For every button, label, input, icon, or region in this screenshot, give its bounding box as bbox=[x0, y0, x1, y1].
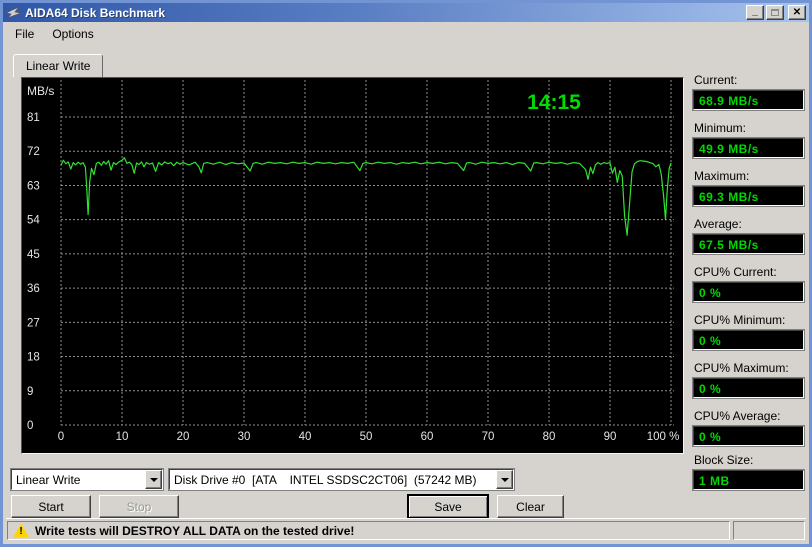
start-button[interactable]: Start bbox=[11, 495, 91, 518]
stat-label: CPU% Current: bbox=[694, 265, 777, 279]
stat-label: Maximum: bbox=[694, 169, 750, 183]
svg-text:45: 45 bbox=[27, 249, 40, 261]
svg-text:50: 50 bbox=[360, 431, 373, 443]
status-warning-text: Write tests will DESTROY ALL DATA on the… bbox=[35, 523, 355, 538]
tab-linear-write[interactable]: Linear Write bbox=[13, 54, 104, 77]
status-bar: ! Write tests will DESTROY ALL DATA on t… bbox=[6, 518, 806, 541]
stat-label: CPU% Average: bbox=[694, 409, 781, 423]
svg-text:40: 40 bbox=[299, 431, 312, 443]
svg-text:70: 70 bbox=[482, 431, 495, 443]
svg-text:0: 0 bbox=[27, 420, 33, 432]
svg-text:18: 18 bbox=[27, 352, 40, 364]
stat-cpu-minimum: CPU% Minimum: 0 % bbox=[693, 313, 804, 350]
clear-button[interactable]: Clear bbox=[497, 495, 564, 518]
stat-value: 1 MB bbox=[693, 470, 804, 490]
title-bar: AIDA64 Disk Benchmark _ ✕ bbox=[3, 3, 809, 22]
svg-text:80: 80 bbox=[543, 431, 556, 443]
status-grip-pane bbox=[733, 521, 805, 540]
stat-value: 69.3 MB/s bbox=[693, 186, 804, 206]
stat-cpu-average: CPU% Average: 0 % bbox=[693, 409, 804, 446]
stat-cpu-current: CPU% Current: 0 % bbox=[693, 265, 804, 302]
stat-average: Average: 67.5 MB/s bbox=[693, 217, 804, 254]
svg-text:100 %: 100 % bbox=[647, 431, 680, 443]
svg-text:9: 9 bbox=[27, 386, 33, 398]
svg-text:MB/s: MB/s bbox=[27, 84, 54, 98]
svg-text:90: 90 bbox=[604, 431, 617, 443]
stat-minimum: Minimum: 49.9 MB/s bbox=[693, 121, 804, 158]
benchmark-chart: 81 72 63 54 45 36 27 18 9 0 0 10 20 30 40 50 60 70 80 90 100… bbox=[21, 77, 684, 454]
warning-icon: ! bbox=[13, 523, 29, 538]
stat-value: 67.5 MB/s bbox=[693, 234, 804, 254]
stat-maximum: Maximum: 69.3 MB/s bbox=[693, 169, 804, 206]
svg-text:0: 0 bbox=[58, 431, 64, 443]
svg-text:54: 54 bbox=[27, 215, 40, 227]
chevron-down-icon[interactable] bbox=[496, 470, 513, 489]
test-type-combobox[interactable]: Linear Write bbox=[11, 469, 163, 490]
svg-text:36: 36 bbox=[27, 283, 40, 295]
stat-label: CPU% Minimum: bbox=[694, 313, 786, 327]
stat-label: Minimum: bbox=[694, 121, 747, 135]
stat-cpu-maximum: CPU% Maximum: 0 % bbox=[693, 361, 804, 398]
stat-value: 0 % bbox=[693, 330, 804, 350]
test-type-value: Linear Write bbox=[16, 472, 81, 487]
stat-label: Current: bbox=[694, 73, 738, 87]
minimize-button-icon[interactable]: _ bbox=[746, 5, 764, 20]
aida64-app-icon bbox=[6, 6, 21, 19]
svg-text:20: 20 bbox=[177, 431, 190, 443]
stat-label: CPU% Maximum: bbox=[694, 361, 789, 375]
stat-label: Average: bbox=[694, 217, 742, 231]
menu-file[interactable]: File bbox=[15, 27, 35, 41]
window-title: AIDA64 Disk Benchmark bbox=[25, 5, 166, 20]
stats-panel: Current: 68.9 MB/s Minimum: 49.9 MB/s Ma… bbox=[693, 73, 804, 501]
chevron-down-icon[interactable] bbox=[145, 470, 162, 489]
maximize-button-icon[interactable] bbox=[766, 5, 784, 20]
svg-text:30: 30 bbox=[238, 431, 251, 443]
svg-text:27: 27 bbox=[27, 317, 40, 329]
menu-options[interactable]: Options bbox=[52, 27, 94, 41]
svg-text:72: 72 bbox=[27, 146, 40, 158]
disk-drive-value: Disk Drive #0 [ATA INTEL SSDSC2CT06] (57… bbox=[174, 472, 477, 487]
menu-bar: File Options bbox=[6, 24, 806, 44]
svg-text:81: 81 bbox=[27, 112, 40, 124]
stat-value: 0 % bbox=[693, 378, 804, 398]
disk-drive-combobox[interactable]: Disk Drive #0 [ATA INTEL SSDSC2CT06] (57… bbox=[169, 469, 514, 490]
svg-text:63: 63 bbox=[27, 180, 40, 192]
status-message-pane: ! Write tests will DESTROY ALL DATA on t… bbox=[7, 521, 730, 540]
stat-block-size: Block Size: 1 MB bbox=[693, 453, 804, 490]
svg-text:10: 10 bbox=[116, 431, 129, 443]
stat-current: Current: 68.9 MB/s bbox=[693, 73, 804, 110]
stat-label: Block Size: bbox=[694, 453, 754, 467]
stat-value: 49.9 MB/s bbox=[693, 138, 804, 158]
close-button-icon[interactable]: ✕ bbox=[788, 5, 806, 20]
stat-value: 0 % bbox=[693, 282, 804, 302]
stat-value: 0 % bbox=[693, 426, 804, 446]
stat-value: 68.9 MB/s bbox=[693, 90, 804, 110]
stop-button: Stop bbox=[99, 495, 179, 518]
svg-text:60: 60 bbox=[421, 431, 434, 443]
save-button[interactable]: Save bbox=[408, 495, 488, 518]
svg-text:14:15: 14:15 bbox=[527, 91, 581, 114]
